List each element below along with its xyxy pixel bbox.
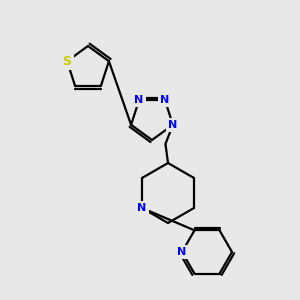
- Text: N: N: [168, 120, 178, 130]
- Text: N: N: [160, 95, 170, 105]
- Text: N: N: [134, 95, 144, 105]
- Text: S: S: [63, 55, 72, 68]
- Text: N: N: [137, 203, 147, 213]
- Text: N: N: [177, 247, 187, 257]
